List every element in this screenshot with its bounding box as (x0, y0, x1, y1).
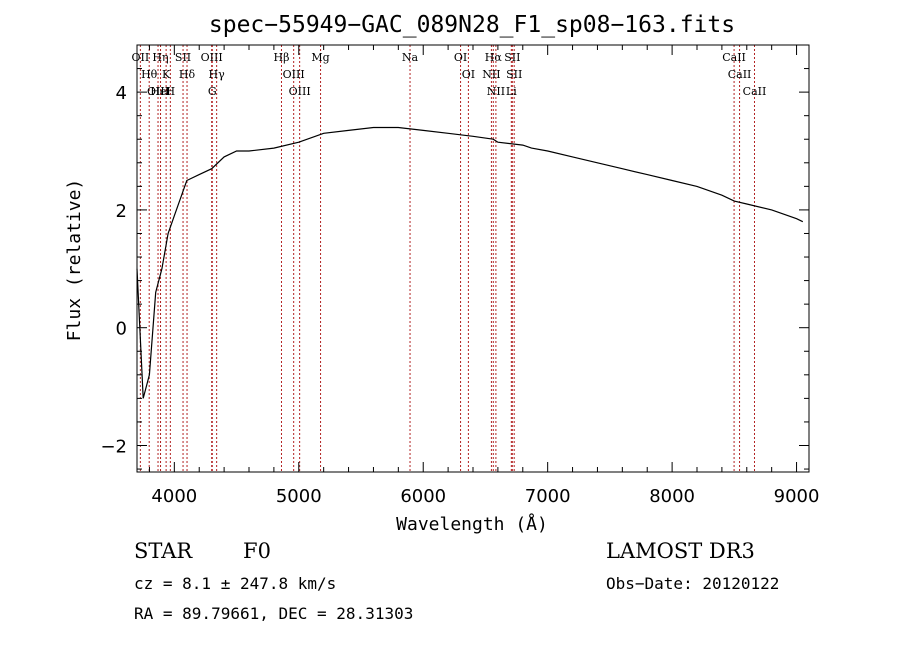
spectral-line-markers (139, 45, 755, 472)
spectrum-line (136, 126, 804, 399)
spectral-line-label: Mg (311, 51, 329, 64)
observation-date: Obs−Date: 20120122 (606, 574, 780, 593)
spectral-line-label: G (208, 85, 217, 98)
spectral-subclass: F0 (243, 539, 271, 563)
x-tick-label: 6000 (400, 486, 446, 507)
spectral-line-label: CaII (743, 85, 767, 98)
spectral-line-label: OI (454, 51, 467, 64)
spectral-line-label: OIII (283, 68, 305, 81)
spectral-line-label: Na (402, 51, 419, 64)
y-tick-label: 0 (116, 319, 127, 340)
x-tick-label: 5000 (276, 486, 322, 507)
spectral-line-label: K (162, 68, 171, 81)
y-axis-label: Flux (relative) (64, 179, 85, 342)
spectral-line-label: Hγ (209, 68, 226, 81)
spectral-line-label: SII (175, 51, 191, 64)
spectral-line-label: Hδ (179, 68, 196, 81)
coordinates: RA = 89.79661, DEC = 28.31303 (134, 604, 414, 623)
spectral-line-labels: OIIHθOIIIHeIHηKHSIIHδOIIIHγGHβOIIIOIIIMg… (132, 51, 767, 98)
y-tick-label: 2 (116, 201, 127, 222)
plot-border (136, 44, 810, 473)
spectral-line-label: Hα (485, 51, 503, 64)
spectral-line-label: SII (504, 51, 520, 64)
x-tick-label: 7000 (525, 486, 571, 507)
x-tick-label: 8000 (649, 486, 695, 507)
spectral-line-label: HeI (150, 85, 170, 98)
axis-ticks: 4000 5000 6000 7000 8000 9000 −2 0 2 4 (100, 44, 820, 507)
spectral-line-label: OII (132, 51, 150, 64)
spectral-line-label: CaII (728, 68, 752, 81)
redshift-value: cz = 8.1 ± 247.8 km/s (134, 574, 337, 593)
chart-title: spec−55949−GAC_089N28_F1_sp08−163.fits (209, 12, 735, 38)
spectral-line-label: Hη (152, 51, 168, 64)
spectral-line-label: NII (482, 68, 500, 81)
x-axis-label: Wavelength (Å) (396, 513, 548, 535)
spectral-line-label: Li (506, 85, 517, 98)
survey-name: LAMOST DR3 (606, 539, 755, 563)
x-tick-label: 9000 (774, 486, 820, 507)
spectral-line-label: SII (506, 68, 522, 81)
spectral-line-label: CaII (722, 51, 746, 64)
plot-frame (136, 44, 810, 473)
spectral-line-label: OIII (201, 51, 223, 64)
spectral-line-label: NII (487, 85, 505, 98)
y-tick-label: −2 (100, 436, 127, 457)
spectral-line-label: OI (462, 68, 475, 81)
spectral-line-label: H (166, 85, 176, 98)
spectral-line-label: OIII (289, 85, 311, 98)
y-tick-label: 4 (116, 83, 127, 104)
x-tick-label: 4000 (151, 486, 197, 507)
spectral-line-label: OIII (147, 85, 169, 98)
object-class: STAR (134, 539, 193, 563)
spectral-line-label: Hθ (141, 68, 158, 81)
spectrum-series (136, 126, 804, 399)
spectral-line-label: Hβ (274, 51, 290, 64)
